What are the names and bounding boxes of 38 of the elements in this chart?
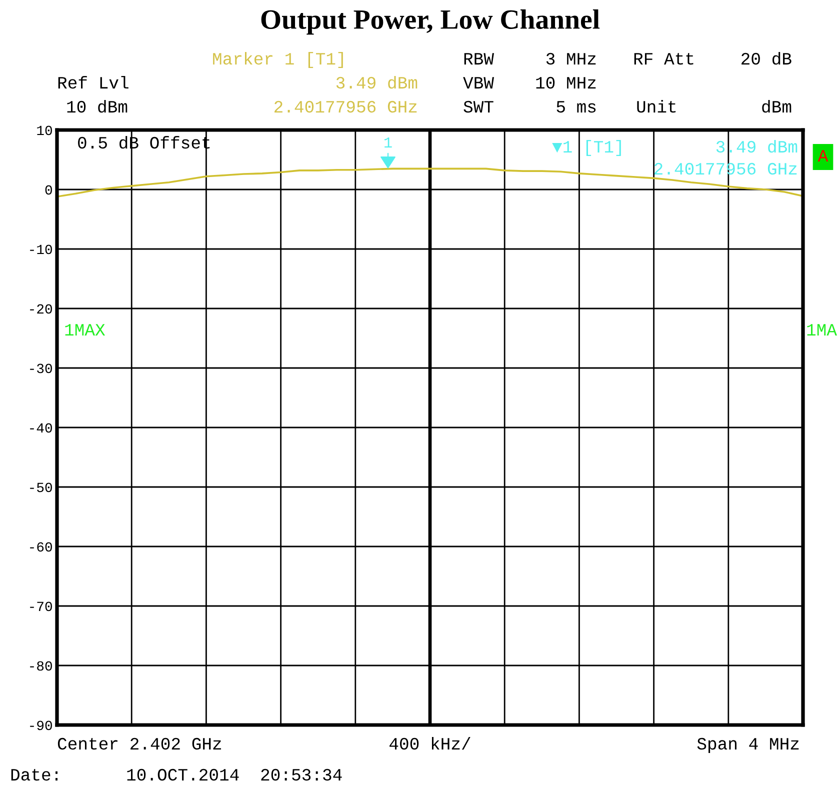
text: Ref Lvl [58, 76, 128, 89]
text: 10.OCT.2014 [127, 768, 239, 781]
text: 5 ms [556, 101, 596, 113]
text: RBW [464, 53, 494, 64]
text: VBW [463, 77, 494, 88]
y-tick-label: -60 [30, 542, 52, 552]
text: 10 MHz [536, 76, 596, 89]
text: 3 MHz [546, 52, 596, 65]
text: Span 4 MHz [697, 738, 799, 754]
text: 20:53:34 [261, 768, 342, 781]
text: Marker 1 [T1] [213, 52, 343, 68]
text: RF Att [634, 52, 694, 65]
y-tick-label: -10 [30, 244, 52, 254]
text: 1MA [807, 324, 837, 336]
text: Date: [11, 768, 58, 781]
y-tick-label: -80 [30, 661, 52, 671]
y-tick-label: -90 [30, 720, 52, 730]
y-tick-label: -30 [30, 364, 52, 374]
text: SWT [464, 100, 494, 113]
text: 10 dBm [67, 100, 128, 113]
y-tick-label: -40 [30, 423, 52, 433]
y-tick-label: -50 [30, 482, 52, 492]
annotation: 1 [384, 137, 392, 148]
annotation: ▼1 [T1] [552, 140, 621, 156]
y-tick-label: -70 [30, 602, 52, 612]
text: 20 dB [742, 52, 792, 65]
text: 3.49 dBm [336, 76, 418, 89]
y-tick-label: 0 [45, 185, 52, 195]
text: A [818, 150, 828, 162]
text: Unit [637, 100, 676, 113]
chart-title: Output Power, Low Channel [261, 9, 600, 35]
text: dBm [762, 100, 792, 113]
y-tick-label: 10 [37, 126, 52, 136]
y-tick-label: -20 [30, 304, 52, 314]
annotation: 1MAX [65, 324, 106, 336]
text: 400 kHz/ [390, 736, 470, 750]
text: 2.40177956 GHz [274, 100, 417, 113]
text: Center 2.402 GHz [58, 738, 222, 750]
